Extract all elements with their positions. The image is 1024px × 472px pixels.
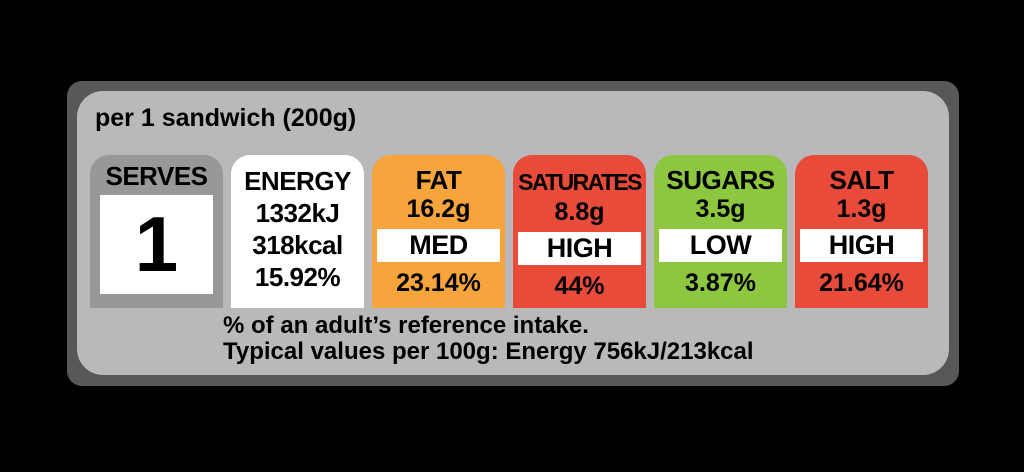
serves-value: 1 <box>134 200 179 288</box>
level-badge: HIGH <box>518 232 641 265</box>
footer-notes: % of an adult’s reference intake. Typica… <box>223 313 754 365</box>
nutrition-label: per 1 sandwich (200g) SERVES 1 ENERGY 13… <box>77 91 949 375</box>
level-badge: LOW <box>659 229 782 262</box>
nutrient-amount: 1.3g <box>836 195 887 223</box>
nutrient-percent: 21.64% <box>819 269 904 297</box>
footer-typical-values: Typical values per 100g: Energy 756kJ/21… <box>223 338 754 365</box>
nutrient-name: SATURATES <box>518 169 642 195</box>
panel-fat: FAT 16.2g MED 23.14% <box>372 155 505 308</box>
panel-sugars: SUGARS 3.5g LOW 3.87% <box>654 155 787 308</box>
level-text: MED <box>409 230 468 260</box>
nutrient-percent: 23.14% <box>396 269 481 297</box>
panel-saturates: SATURATES 8.8g HIGH 44% <box>513 155 646 308</box>
level-badge: HIGH <box>800 229 923 262</box>
energy-kj: 1332kJ <box>255 198 340 228</box>
energy-kcal: 318kcal <box>252 230 343 260</box>
level-badge: MED <box>377 229 500 262</box>
nutrient-panels-row: SERVES 1 ENERGY 1332kJ 318kcal 15.92% FA… <box>90 155 928 308</box>
footer-reference-intake: % of an adult’s reference intake. <box>223 312 589 339</box>
nutrient-name: SALT <box>829 165 894 195</box>
panel-energy: ENERGY 1332kJ 318kcal 15.92% <box>231 155 364 308</box>
energy-label: ENERGY <box>244 166 351 196</box>
nutrient-percent: 44% <box>554 272 605 300</box>
level-text: HIGH <box>546 233 613 263</box>
panel-serves: SERVES 1 <box>90 155 223 308</box>
nutrient-percent: 3.87% <box>685 269 756 297</box>
nutrient-name: FAT <box>415 165 462 195</box>
level-text: LOW <box>689 230 752 260</box>
level-text: HIGH <box>828 230 895 260</box>
nutrient-amount: 3.5g <box>695 195 746 223</box>
nutrition-label-frame: per 1 sandwich (200g) SERVES 1 ENERGY 13… <box>67 81 959 386</box>
nutrient-amount: 8.8g <box>554 198 605 226</box>
serving-size-header: per 1 sandwich (200g) <box>95 104 357 132</box>
energy-percent: 15.92% <box>254 262 341 292</box>
serves-value-box: 1 <box>100 195 213 294</box>
serves-label: SERVES <box>105 161 208 191</box>
nutrient-name: SUGARS <box>666 165 775 195</box>
panel-salt: SALT 1.3g HIGH 21.64% <box>795 155 928 308</box>
nutrient-amount: 16.2g <box>406 195 471 223</box>
